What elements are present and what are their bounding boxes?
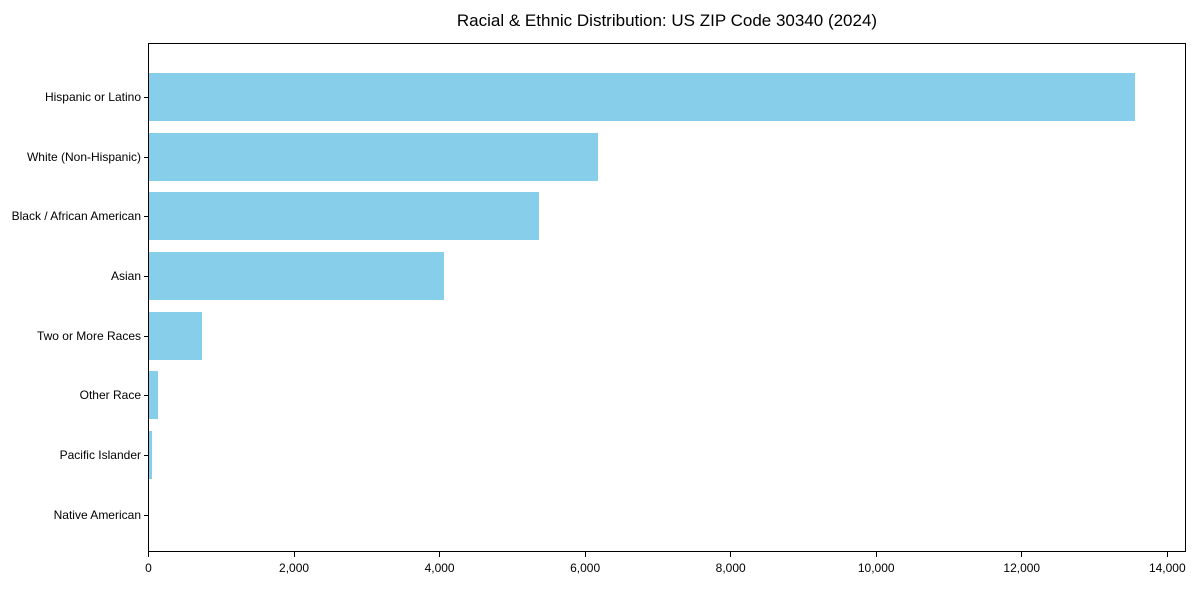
- y-tick-label: Pacific Islander: [59, 448, 141, 463]
- y-tick-label: Hispanic or Latino: [44, 90, 141, 104]
- x-tick-mark: [584, 552, 586, 557]
- x-tick-mark: [148, 552, 149, 557]
- x-tick-label: 6,000: [570, 561, 601, 575]
- x-tick-label: 2,000: [279, 561, 310, 575]
- y-tick-mark: [143, 156, 149, 158]
- x-tick-mark: [875, 552, 877, 557]
- x-tick-label: 0: [145, 561, 152, 575]
- bar: [149, 431, 153, 480]
- x-tick-mark: [1166, 552, 1168, 557]
- plot-area: [148, 43, 1186, 552]
- y-tick-label: Asian: [110, 269, 141, 284]
- y-tick-label: White (Non-Hispanic): [26, 149, 141, 164]
- y-tick-label: Two or More Races: [36, 328, 141, 343]
- x-tick-label: 10,000: [857, 561, 895, 575]
- y-tick-label: Other Race: [79, 388, 141, 403]
- x-tick-label: 4,000: [424, 561, 455, 575]
- y-tick-mark: [143, 455, 149, 457]
- y-tick-mark: [143, 335, 149, 337]
- x-tick-mark: [439, 552, 441, 557]
- bar: [149, 73, 1135, 121]
- y-tick-mark: [143, 216, 149, 218]
- chart-title: Racial & Ethnic Distribution: US ZIP Cod…: [456, 11, 878, 30]
- y-tick-mark: [143, 395, 149, 397]
- bar: [149, 311, 203, 360]
- y-tick-label: Native American: [53, 507, 141, 522]
- x-tick-label: 14,000: [1148, 561, 1186, 575]
- y-tick-mark: [143, 97, 149, 98]
- y-tick-mark: [143, 514, 149, 516]
- x-tick-label: 12,000: [1003, 561, 1041, 575]
- y-tick-label: Black / African American: [11, 209, 141, 224]
- x-tick-label: 8,000: [715, 561, 746, 575]
- bar: [149, 132, 598, 181]
- x-tick-mark: [1021, 552, 1023, 557]
- y-tick-mark: [143, 276, 149, 278]
- bar: [149, 252, 445, 301]
- x-tick-mark: [293, 552, 295, 557]
- bar: [149, 371, 158, 420]
- bar: [149, 192, 540, 241]
- x-tick-mark: [730, 552, 732, 557]
